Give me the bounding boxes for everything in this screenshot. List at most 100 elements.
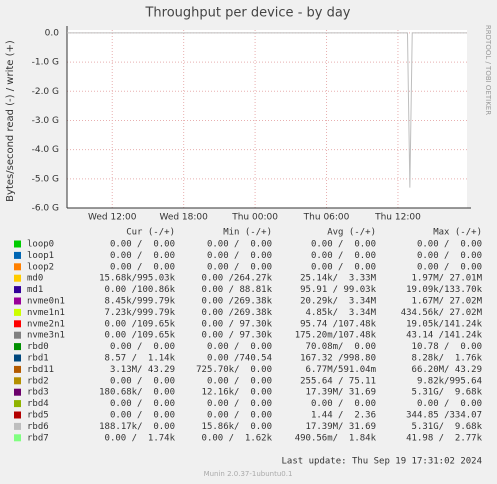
x-tick-label: Wed 18:00 bbox=[159, 213, 208, 223]
cell: 10.78 / 0.00 bbox=[412, 342, 482, 352]
cell: 0.00 / 0.00 bbox=[207, 240, 272, 250]
cell: 70.08m/ 0.00 bbox=[306, 342, 376, 352]
legend-swatch bbox=[14, 343, 21, 351]
cell: 17.39M/ 31.69 bbox=[306, 422, 376, 432]
legend-swatch bbox=[14, 422, 21, 430]
row-name: nvme3n1 bbox=[27, 331, 65, 341]
legend-swatch bbox=[14, 274, 21, 282]
cell: 0.00 / 0.00 bbox=[417, 240, 482, 250]
cell: 255.64 / 75.11 bbox=[300, 376, 376, 386]
cell: 19.09k/133.70k bbox=[406, 285, 482, 295]
cell: 19.05k/141.24k bbox=[406, 319, 482, 329]
row-name: md1 bbox=[27, 285, 43, 295]
side-label: RRDTOOL / TOBI OETIKER bbox=[484, 25, 492, 115]
cell: 0.00 / 0.00 bbox=[417, 262, 482, 272]
cell: 0.00 / 0.00 bbox=[417, 251, 482, 261]
row-name: loop2 bbox=[27, 262, 54, 272]
cell: 8.57 / 1.14k bbox=[105, 354, 176, 364]
row-name: nvme0n1 bbox=[27, 297, 65, 307]
cell: 17.39M/ 31.69 bbox=[306, 388, 376, 398]
cell: 0.00 / 1.62k bbox=[202, 433, 273, 443]
cell: 8.45k/999.79k bbox=[105, 297, 176, 307]
cell: 41.98 / 2.77k bbox=[406, 433, 482, 443]
cell: 0.00 /264.27k bbox=[202, 274, 273, 284]
legend-swatch bbox=[14, 400, 21, 408]
row-name: rbd11 bbox=[27, 365, 54, 375]
cell: 6.77M/591.04m bbox=[306, 365, 376, 375]
cell: 0.00 / 0.00 bbox=[110, 411, 175, 421]
cell: 1.44 / 2.36 bbox=[311, 411, 376, 421]
cell: 43.14 /141.24k bbox=[406, 331, 482, 341]
y-tick-label: -3.0 G bbox=[32, 116, 59, 126]
cell: 20.29k/ 3.34M bbox=[300, 297, 376, 307]
cell: 0.00 / 0.00 bbox=[207, 342, 272, 352]
cell: 5.31G/ 9.68k bbox=[412, 422, 483, 432]
x-tick-label: Thu 06:00 bbox=[303, 213, 350, 223]
cell: 12.16k/ 0.00 bbox=[202, 388, 272, 398]
row-name: rbd5 bbox=[27, 411, 49, 421]
plot-area bbox=[67, 30, 467, 208]
cell: 175.20m/107.48k bbox=[295, 331, 377, 341]
cell: 0.00 / 97.30k bbox=[202, 331, 273, 341]
cell: 344.85 /334.07 bbox=[406, 411, 482, 421]
cell: 7.23k/999.79k bbox=[105, 308, 176, 318]
cell: 0.00 /100.86k bbox=[105, 285, 176, 295]
cell: 0.00 / 0.00 bbox=[207, 262, 272, 272]
y-tick-label: -5.0 G bbox=[32, 174, 59, 184]
row-name: rbd1 bbox=[27, 354, 49, 364]
cell: 15.68k/995.03k bbox=[99, 274, 175, 284]
cell: 188.17k/ 0.00 bbox=[99, 422, 175, 432]
cell: 0.00 / 0.00 bbox=[207, 399, 272, 409]
legend-swatch bbox=[14, 263, 21, 271]
cell: 95.91 / 99.03k bbox=[300, 285, 376, 295]
y-tick-label: 0.0 bbox=[45, 28, 60, 38]
cell: 1.67M/ 27.02M bbox=[412, 297, 483, 307]
row-name: loop0 bbox=[27, 240, 54, 250]
row-name: md0 bbox=[27, 274, 43, 284]
cell: 66.20M/ 43.29 bbox=[412, 365, 482, 375]
cell: 0.00 /269.38k bbox=[202, 297, 273, 307]
row-name: rbd3 bbox=[27, 388, 49, 398]
legend-swatch bbox=[14, 434, 21, 442]
cell: 180.68k/ 0.00 bbox=[99, 388, 175, 398]
cell: 0.00 / 0.00 bbox=[311, 251, 376, 261]
cell: 434.56k/ 27.02M bbox=[401, 308, 483, 318]
legend-swatch bbox=[14, 240, 21, 248]
cell: 4.85k/ 3.34M bbox=[306, 308, 377, 318]
cell: 167.32 /998.80 bbox=[300, 354, 376, 364]
row-name: nvme1n1 bbox=[27, 308, 65, 318]
cell: 0.00 / 0.00 bbox=[311, 240, 376, 250]
row-name: loop1 bbox=[27, 251, 54, 261]
column-header: Cur (-/+) bbox=[126, 228, 175, 238]
legend-swatch bbox=[14, 308, 21, 316]
row-name: rbd4 bbox=[27, 399, 49, 409]
x-tick-label: Thu 12:00 bbox=[374, 213, 421, 223]
cell: 0.00 / 0.00 bbox=[110, 240, 175, 250]
cell: 490.56m/ 1.84k bbox=[295, 433, 377, 443]
legend-swatch bbox=[14, 388, 21, 396]
column-header: Max (-/+) bbox=[433, 228, 482, 238]
row-name: rbd2 bbox=[27, 376, 49, 386]
legend-swatch bbox=[14, 297, 21, 305]
y-tick-label: -2.0 G bbox=[32, 87, 59, 97]
cell: 0.00 / 0.00 bbox=[207, 411, 272, 421]
cell: 0.00 / 0.00 bbox=[417, 399, 482, 409]
cell: 0.00 /109.65k bbox=[105, 331, 176, 341]
cell: 8.28k/ 1.76k bbox=[412, 354, 483, 364]
y-tick-label: -1.0 G bbox=[32, 58, 59, 68]
cell: 9.82k/995.64 bbox=[417, 376, 482, 386]
chart-title: Throughput per device - by day bbox=[144, 6, 350, 21]
cell: 0.00 / 0.00 bbox=[110, 251, 175, 261]
row-name: rbd7 bbox=[27, 433, 49, 443]
y-tick-label: -4.0 G bbox=[32, 145, 59, 155]
row-name: rbd6 bbox=[27, 422, 49, 432]
cell: 0.00 / 0.00 bbox=[110, 262, 175, 272]
cell: 0.00 / 0.00 bbox=[311, 399, 376, 409]
column-header: Avg (-/+) bbox=[327, 228, 376, 238]
column-header: Min (-/+) bbox=[223, 228, 272, 238]
x-tick-label: Wed 12:00 bbox=[88, 213, 137, 223]
legend-swatch bbox=[14, 251, 21, 259]
row-name: nvme2n1 bbox=[27, 319, 65, 329]
series-line bbox=[67, 32, 467, 188]
cell: 15.86k/ 0.00 bbox=[202, 422, 272, 432]
